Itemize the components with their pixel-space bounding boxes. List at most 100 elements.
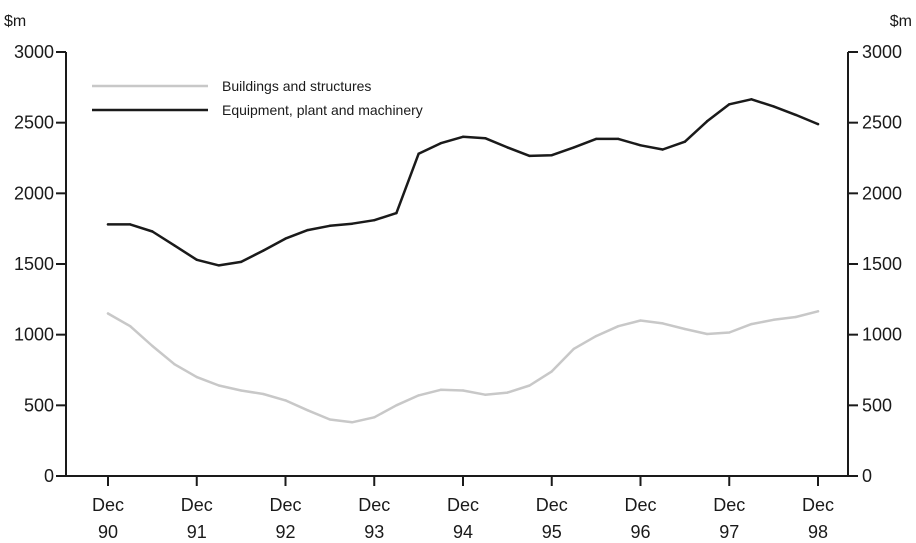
x-tick-label-month: Dec [92, 495, 124, 515]
data-point [461, 389, 465, 392]
data-point [550, 370, 553, 373]
data-point [151, 344, 154, 348]
y-unit-left: $m [4, 13, 26, 30]
y-tick-label-left: 1500 [14, 254, 54, 274]
y-tick-label-left: 500 [24, 395, 54, 415]
data-point [417, 152, 420, 155]
series-layer [106, 98, 820, 424]
data-point [639, 144, 642, 147]
y-tick-label-left: 2000 [14, 183, 54, 203]
x-tick-label-year: 98 [808, 522, 828, 542]
data-point [750, 98, 753, 101]
y-tick-label-left: 0 [44, 466, 54, 486]
x-tick-label-month: Dec [536, 495, 568, 515]
data-point [217, 264, 221, 267]
data-point [572, 146, 576, 149]
data-point [483, 393, 487, 396]
data-point [594, 137, 598, 141]
data-point [328, 224, 332, 228]
data-point [284, 399, 287, 402]
data-point [106, 312, 110, 315]
data-point [639, 319, 642, 322]
data-point [772, 105, 775, 108]
data-point [106, 223, 110, 226]
x-tick-label-year: 96 [630, 522, 650, 542]
x-tick-label-year: 91 [187, 522, 207, 542]
data-point [750, 322, 753, 326]
x-tick-label-year: 93 [364, 522, 384, 542]
data-point [151, 230, 154, 233]
y-tick-label-right: 0 [862, 466, 872, 486]
data-point [284, 237, 287, 240]
data-point [816, 310, 820, 313]
y-unit-right: $m [890, 13, 912, 30]
data-point [306, 409, 309, 412]
y-tick-label-left: 3000 [14, 42, 54, 62]
y-tick-label-left: 2500 [14, 113, 54, 133]
data-point [173, 244, 176, 247]
data-point [683, 140, 687, 143]
data-point [661, 148, 664, 151]
data-point [528, 154, 531, 158]
x-tick-label-month: Dec [269, 495, 301, 515]
data-point [528, 384, 531, 387]
data-point [373, 218, 376, 222]
data-point [395, 211, 398, 215]
x-tick-label-year: 92 [275, 522, 295, 542]
y-tick-label-right: 2500 [862, 113, 902, 133]
data-point [728, 103, 731, 106]
data-point [239, 389, 243, 392]
data-point [461, 135, 465, 138]
data-point [617, 137, 620, 141]
legend-label-equipment: Equipment, plant and machinery [222, 102, 423, 118]
data-point [262, 249, 265, 252]
data-point [617, 324, 620, 328]
data-point [350, 421, 354, 424]
axes-layer: $m $m 0 0 500 500 1000 1000 1500 1500 2000 2000 2500… [4, 13, 912, 542]
data-point [816, 122, 820, 126]
x-tick-label-month: Dec [181, 495, 213, 515]
data-point [794, 315, 798, 319]
data-point [128, 324, 132, 328]
data-point [395, 404, 398, 407]
data-point [705, 120, 709, 123]
data-point [772, 318, 775, 322]
x-tick-label-year: 97 [719, 522, 739, 542]
y-tick-label-right: 3000 [862, 42, 902, 62]
legend: Buildings and structures Equipment, plant… [92, 78, 423, 118]
data-point [350, 222, 354, 225]
legend-label-buildings: Buildings and structures [222, 78, 371, 94]
data-point [594, 334, 598, 338]
data-point [262, 392, 265, 396]
y-tick-label-right: 1500 [862, 254, 902, 274]
data-point [506, 146, 509, 149]
x-tick-label-month: Dec [358, 495, 390, 515]
data-point [506, 391, 509, 394]
data-point [195, 375, 198, 379]
x-tick-label-month: Dec [447, 495, 479, 515]
data-point [572, 347, 576, 350]
data-point [683, 327, 687, 331]
y-tick-label-right: 2000 [862, 183, 902, 203]
data-point [239, 260, 243, 264]
data-point [483, 137, 487, 140]
series-line-equipment [106, 98, 820, 267]
data-point [705, 332, 709, 336]
data-point [128, 223, 132, 226]
data-point [173, 363, 176, 366]
data-point [217, 384, 221, 387]
data-point [439, 388, 443, 391]
data-point [550, 153, 553, 157]
x-tick-label-year: 90 [98, 522, 118, 542]
x-tick-label-month: Dec [802, 495, 834, 515]
data-point [728, 331, 731, 334]
data-point [661, 322, 664, 325]
series-line-buildings [106, 310, 820, 424]
x-tick-label-month: Dec [713, 495, 745, 515]
x-tick-label-year: 95 [542, 522, 562, 542]
data-point [195, 258, 198, 261]
y-tick-label-right: 500 [862, 395, 892, 415]
data-point [328, 418, 332, 421]
